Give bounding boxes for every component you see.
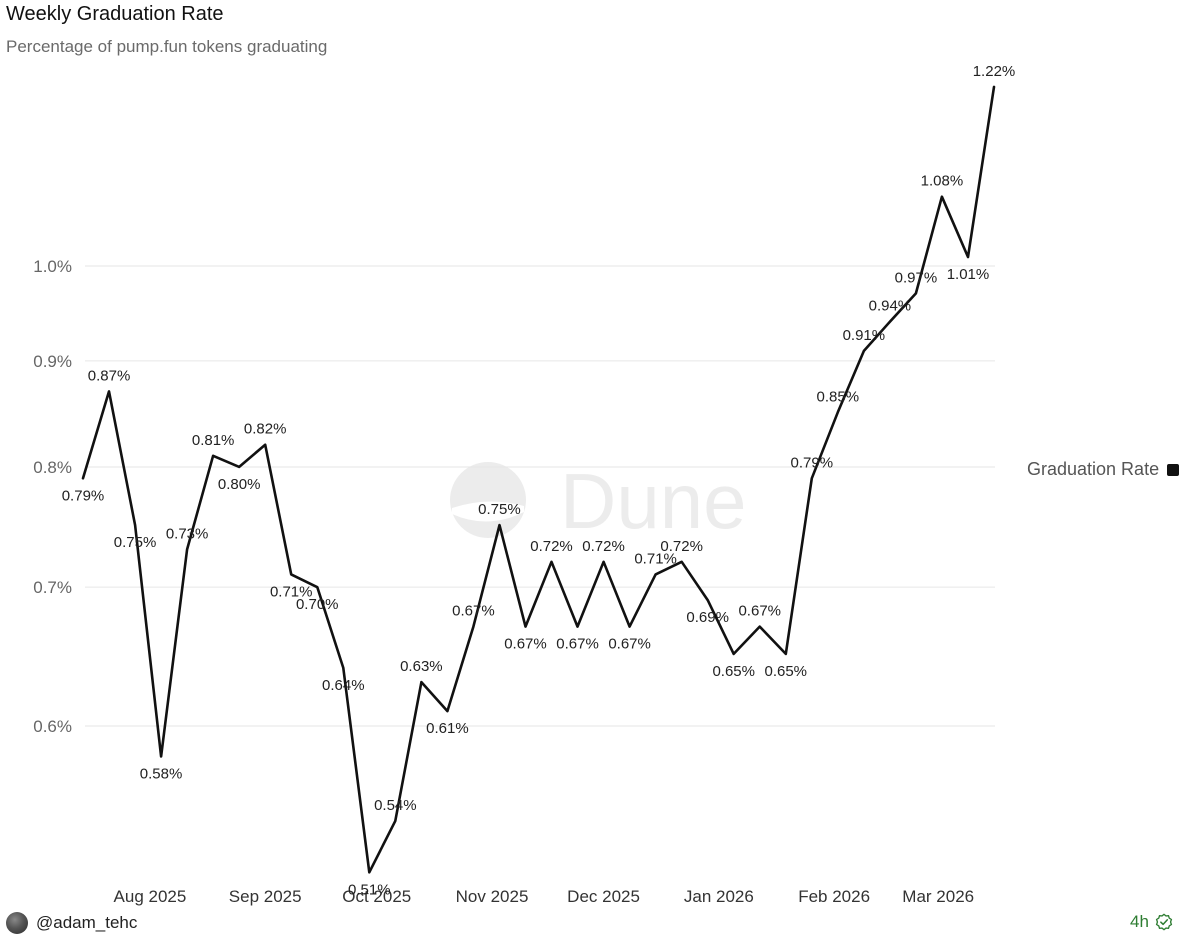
data-label: 0.75% — [114, 534, 157, 551]
data-label: 0.97% — [895, 269, 938, 286]
legend[interactable]: Graduation Rate — [1027, 459, 1180, 480]
data-label: 0.79% — [62, 487, 105, 504]
data-label: 0.80% — [218, 476, 261, 493]
data-label: 1.22% — [973, 63, 1016, 80]
y-tick-label: 0.7% — [33, 578, 72, 597]
author-info[interactable]: @adam_tehc — [6, 912, 137, 934]
data-label: 0.87% — [88, 367, 131, 384]
data-label: 0.63% — [400, 658, 443, 675]
data-label: 0.71% — [634, 550, 677, 567]
data-label: 0.67% — [556, 636, 599, 653]
data-label: 0.64% — [322, 677, 365, 694]
timestamp-badge: 4h — [1124, 910, 1179, 934]
data-label: 0.91% — [843, 327, 886, 344]
x-tick-label: Mar 2026 — [902, 887, 974, 906]
data-label: 0.67% — [738, 603, 781, 620]
data-label: 0.51% — [348, 881, 391, 898]
data-label: 0.81% — [192, 432, 235, 449]
series-line-graduation-rate — [81, 85, 996, 874]
x-tick-label: Sep 2025 — [229, 887, 302, 906]
data-label: 0.75% — [478, 501, 521, 518]
legend-swatch — [1167, 463, 1180, 476]
y-tick-label: 0.6% — [33, 717, 72, 736]
legend-label: Graduation Rate — [1027, 459, 1160, 479]
data-label: 0.72% — [582, 538, 625, 555]
check-circle-icon — [1155, 913, 1173, 931]
data-label: 0.94% — [869, 298, 912, 315]
x-axis-ticks: Aug 2025 Sep 2025 Oct 2025 Nov 2025 Dec 2025… — [114, 887, 975, 906]
data-label: 0.72% — [660, 538, 703, 555]
dune-logo-icon — [450, 462, 526, 538]
data-label: 0.70% — [296, 596, 339, 613]
user-avatar-icon[interactable] — [6, 912, 28, 934]
data-label: 0.79% — [791, 454, 834, 471]
y-tick-label: 0.9% — [33, 352, 72, 371]
data-label: 1.01% — [947, 266, 990, 283]
data-label: 0.67% — [504, 636, 547, 653]
x-tick-label: Oct 2025 — [342, 887, 411, 906]
y-tick-label: 1.0% — [33, 257, 72, 276]
x-tick-label: Dec 2025 — [567, 887, 640, 906]
data-label: 0.65% — [764, 663, 807, 680]
x-tick-label: Aug 2025 — [114, 887, 187, 906]
dune-watermark: Dune — [450, 457, 746, 545]
data-label: 0.71% — [270, 583, 313, 600]
chart-subtitle: Percentage of pump.fun tokens graduating — [6, 37, 328, 56]
y-tick-label: 0.8% — [33, 458, 72, 477]
data-label: 1.08% — [921, 173, 964, 190]
data-label: 0.61% — [426, 720, 469, 737]
data-label: 0.73% — [166, 525, 209, 542]
data-label: 0.85% — [817, 388, 860, 405]
author-username[interactable]: @adam_tehc — [36, 913, 138, 932]
x-tick-label: Jan 2026 — [684, 887, 754, 906]
timestamp-text: 4h — [1130, 912, 1149, 931]
data-label: 0.69% — [686, 609, 729, 626]
x-tick-label: Feb 2026 — [798, 887, 870, 906]
data-label: 0.58% — [140, 766, 183, 783]
data-labels: 0.79% 0.87% 0.75% 0.58% 0.73% 0.81% 0.80% 0.82%… — [62, 63, 1016, 898]
x-tick-label: Nov 2025 — [456, 887, 529, 906]
data-label: 0.67% — [608, 636, 651, 653]
data-label: 0.65% — [712, 663, 755, 680]
chart-title: Weekly Graduation Rate — [6, 3, 224, 25]
data-label: 0.67% — [452, 603, 495, 620]
data-label: 0.72% — [530, 538, 573, 555]
watermark-text: Dune — [560, 457, 746, 545]
y-axis-ticks: 0.6% 0.7% 0.8% 0.9% 1.0% — [33, 257, 72, 736]
dune-logo-wave — [452, 501, 524, 522]
data-label: 0.82% — [244, 421, 287, 438]
data-label: 0.54% — [374, 797, 417, 814]
